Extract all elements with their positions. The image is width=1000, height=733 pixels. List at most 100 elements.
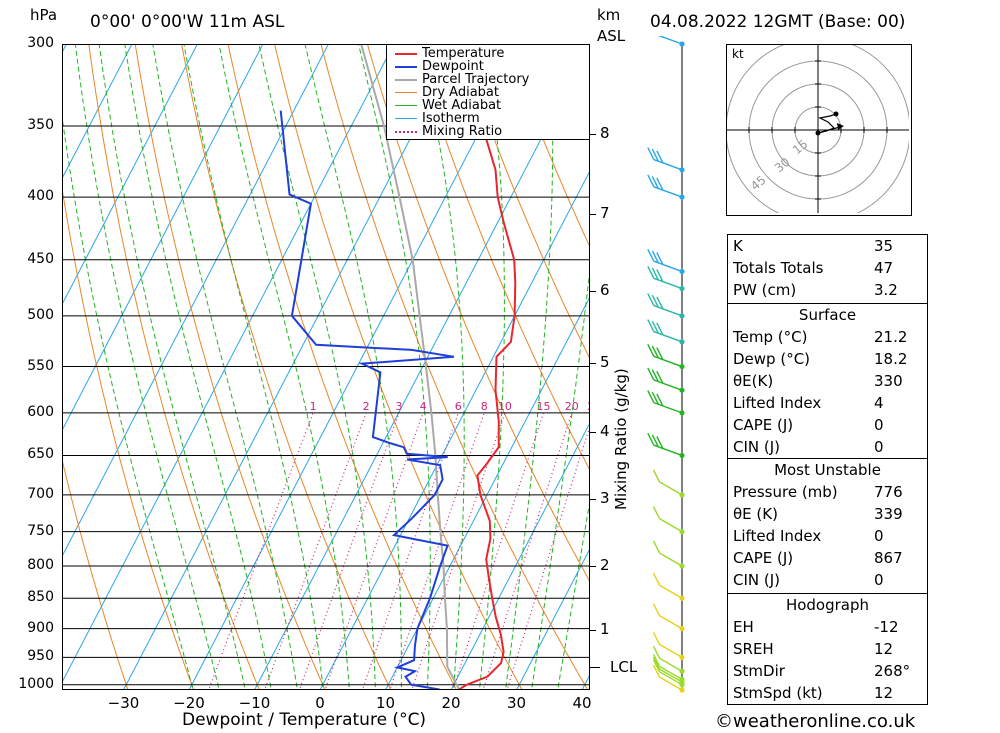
height-tick-label: 5 xyxy=(600,352,610,371)
wind-barb-feather xyxy=(651,369,659,382)
height-tick-mark xyxy=(590,565,596,567)
surface-row: CAPE (J) 0 xyxy=(733,416,884,434)
mixing-ratio-line xyxy=(298,412,400,690)
wind-barb-feather xyxy=(651,320,659,334)
pressure-tick-label: 600 xyxy=(27,403,54,420)
temperature-tick-label: −20 xyxy=(173,694,205,712)
mu-row: CIN (J) 0 xyxy=(733,571,884,589)
wind-barb-shaft xyxy=(659,481,683,496)
y-axis-label: Mixing Ratio (g/kg) xyxy=(612,368,630,510)
pressure-tick-label: 550 xyxy=(27,357,54,374)
hodograph-unit: kt xyxy=(732,47,744,61)
date-title: 04.08.2022 12GMT (Base: 00) xyxy=(650,12,906,32)
wind-barb-feather xyxy=(656,252,664,265)
pressure-tick-label: 800 xyxy=(27,556,54,573)
dry-adiabat-line xyxy=(62,457,129,690)
wind-barb-feather xyxy=(656,269,664,282)
pressure-tick-label: 750 xyxy=(27,522,54,539)
wind-barb-shaft xyxy=(659,643,683,659)
legend: Temperature Dewpoint Parcel Trajectory D… xyxy=(386,44,590,140)
wind-barb-shaft xyxy=(659,668,683,683)
mixing-ratio-label: 8 xyxy=(481,400,488,413)
height-tick-mark xyxy=(590,214,596,216)
wind-barb-feather xyxy=(656,177,664,191)
height-tick-label: 4 xyxy=(600,422,610,441)
height-tick-label: 8 xyxy=(600,123,610,142)
wind-barb-feather xyxy=(652,654,661,667)
index-row: PW (cm) 3.2 xyxy=(733,281,898,299)
hodograph-ring-label: 15 xyxy=(790,137,811,158)
wind-barb-shaft xyxy=(659,615,683,630)
wind-barb-feather xyxy=(651,148,659,162)
wind-barb-feather xyxy=(647,319,655,332)
surface-title: Surface xyxy=(798,306,857,324)
skewt-chart: 1 2 3 4 6 8 10 15 20 25 xyxy=(62,44,590,690)
wind-barb-feather xyxy=(652,506,661,519)
pressure-tick-label: 300 xyxy=(27,35,54,51)
mixing-ratio-line xyxy=(263,412,367,690)
most-unstable-title: Most Unstable xyxy=(774,461,881,479)
pressure-tick-label: 950 xyxy=(27,648,54,665)
wind-barb-feather xyxy=(647,147,655,160)
pressure-tick-label: 400 xyxy=(27,188,54,205)
wind-barb-feather xyxy=(647,367,655,381)
height-tick-label: 1 xyxy=(600,620,610,639)
surface-row: CIN (J) 0 xyxy=(733,438,884,456)
temperature-tick-label: −30 xyxy=(107,694,140,712)
wind-barb-feather xyxy=(656,322,664,336)
dry-adiabat-line xyxy=(506,44,590,249)
wind-barb-feather xyxy=(656,370,664,384)
wind-barb-feather xyxy=(652,572,661,586)
mu-row: CAPE (J) 867 xyxy=(733,549,903,567)
hodograph-table-panel: Hodograph EH -12 SREH 12 StmDir 268° StmSpd… xyxy=(727,593,928,705)
wind-level-dot xyxy=(679,41,685,47)
wind-barb-shaft xyxy=(653,186,683,198)
wind-barb-shaft xyxy=(653,444,683,457)
wind-barb-shaft xyxy=(659,665,683,680)
km-unit-label: km xyxy=(597,6,621,24)
wind-barb-shaft xyxy=(653,401,683,414)
wind-barb-feather xyxy=(656,296,664,310)
pressure-tick-label: 450 xyxy=(27,250,54,267)
height-tick-mark xyxy=(590,499,596,501)
wind-profile xyxy=(647,36,685,693)
mixing-ratio-line xyxy=(207,412,314,690)
temperature-tick-label: −10 xyxy=(238,694,271,712)
x-axis-label: Dewpoint / Temperature (°C) xyxy=(182,710,427,730)
wind-barb-feather xyxy=(652,603,661,616)
temperature-tick-label: 10 xyxy=(375,694,396,712)
wind-barb-shaft xyxy=(653,277,683,290)
most-unstable-panel: Most Unstable Pressure (mb) 776 θE (K) 339… xyxy=(727,458,928,594)
wind-barb-shaft xyxy=(659,584,683,599)
copyright-link[interactable]: ©weatheronline.co.uk xyxy=(715,711,916,732)
wind-barb-feather xyxy=(656,347,664,360)
storm-motion-vector xyxy=(817,126,841,134)
pressure-unit-label: hPa xyxy=(30,6,58,24)
pressure-tick-label: 1000 xyxy=(18,675,54,692)
temperature-tick-label: 40 xyxy=(572,694,592,712)
mu-row: θE (K) 339 xyxy=(733,505,903,523)
wind-barb-feather xyxy=(647,432,655,446)
wind-barb-feather xyxy=(647,248,655,262)
pressure-tick-label: 700 xyxy=(27,485,54,502)
wind-barb-shaft xyxy=(653,379,683,391)
mixing-ratio-line xyxy=(506,424,590,690)
surface-row: θE(K) 330 xyxy=(733,372,903,390)
indices-panel: K 35 Totals Totals 47 PW (cm) 3.2 xyxy=(727,234,928,304)
mu-row: Pressure (mb) 776 xyxy=(733,483,903,501)
asl-unit-label: ASL xyxy=(597,27,626,45)
isotherm-line xyxy=(515,547,590,690)
temperature-tick-label: 30 xyxy=(506,694,527,712)
wind-barb-feather xyxy=(651,267,659,281)
height-tick-label: 3 xyxy=(600,489,610,508)
surface-panel: Surface Temp (°C) 21.2 Dewp (°C) 18.2 θE(K… xyxy=(727,303,928,459)
mixing-ratio-line xyxy=(361,412,459,690)
mixing-ratio-label: 25 xyxy=(587,400,590,413)
isotherm-line xyxy=(62,44,264,432)
wind-barb-shaft xyxy=(659,552,683,567)
plot-frame xyxy=(62,44,590,690)
wind-barb-feather xyxy=(652,632,661,645)
height-tick-label: 6 xyxy=(600,280,610,299)
dry-adiabat-line xyxy=(134,44,326,690)
